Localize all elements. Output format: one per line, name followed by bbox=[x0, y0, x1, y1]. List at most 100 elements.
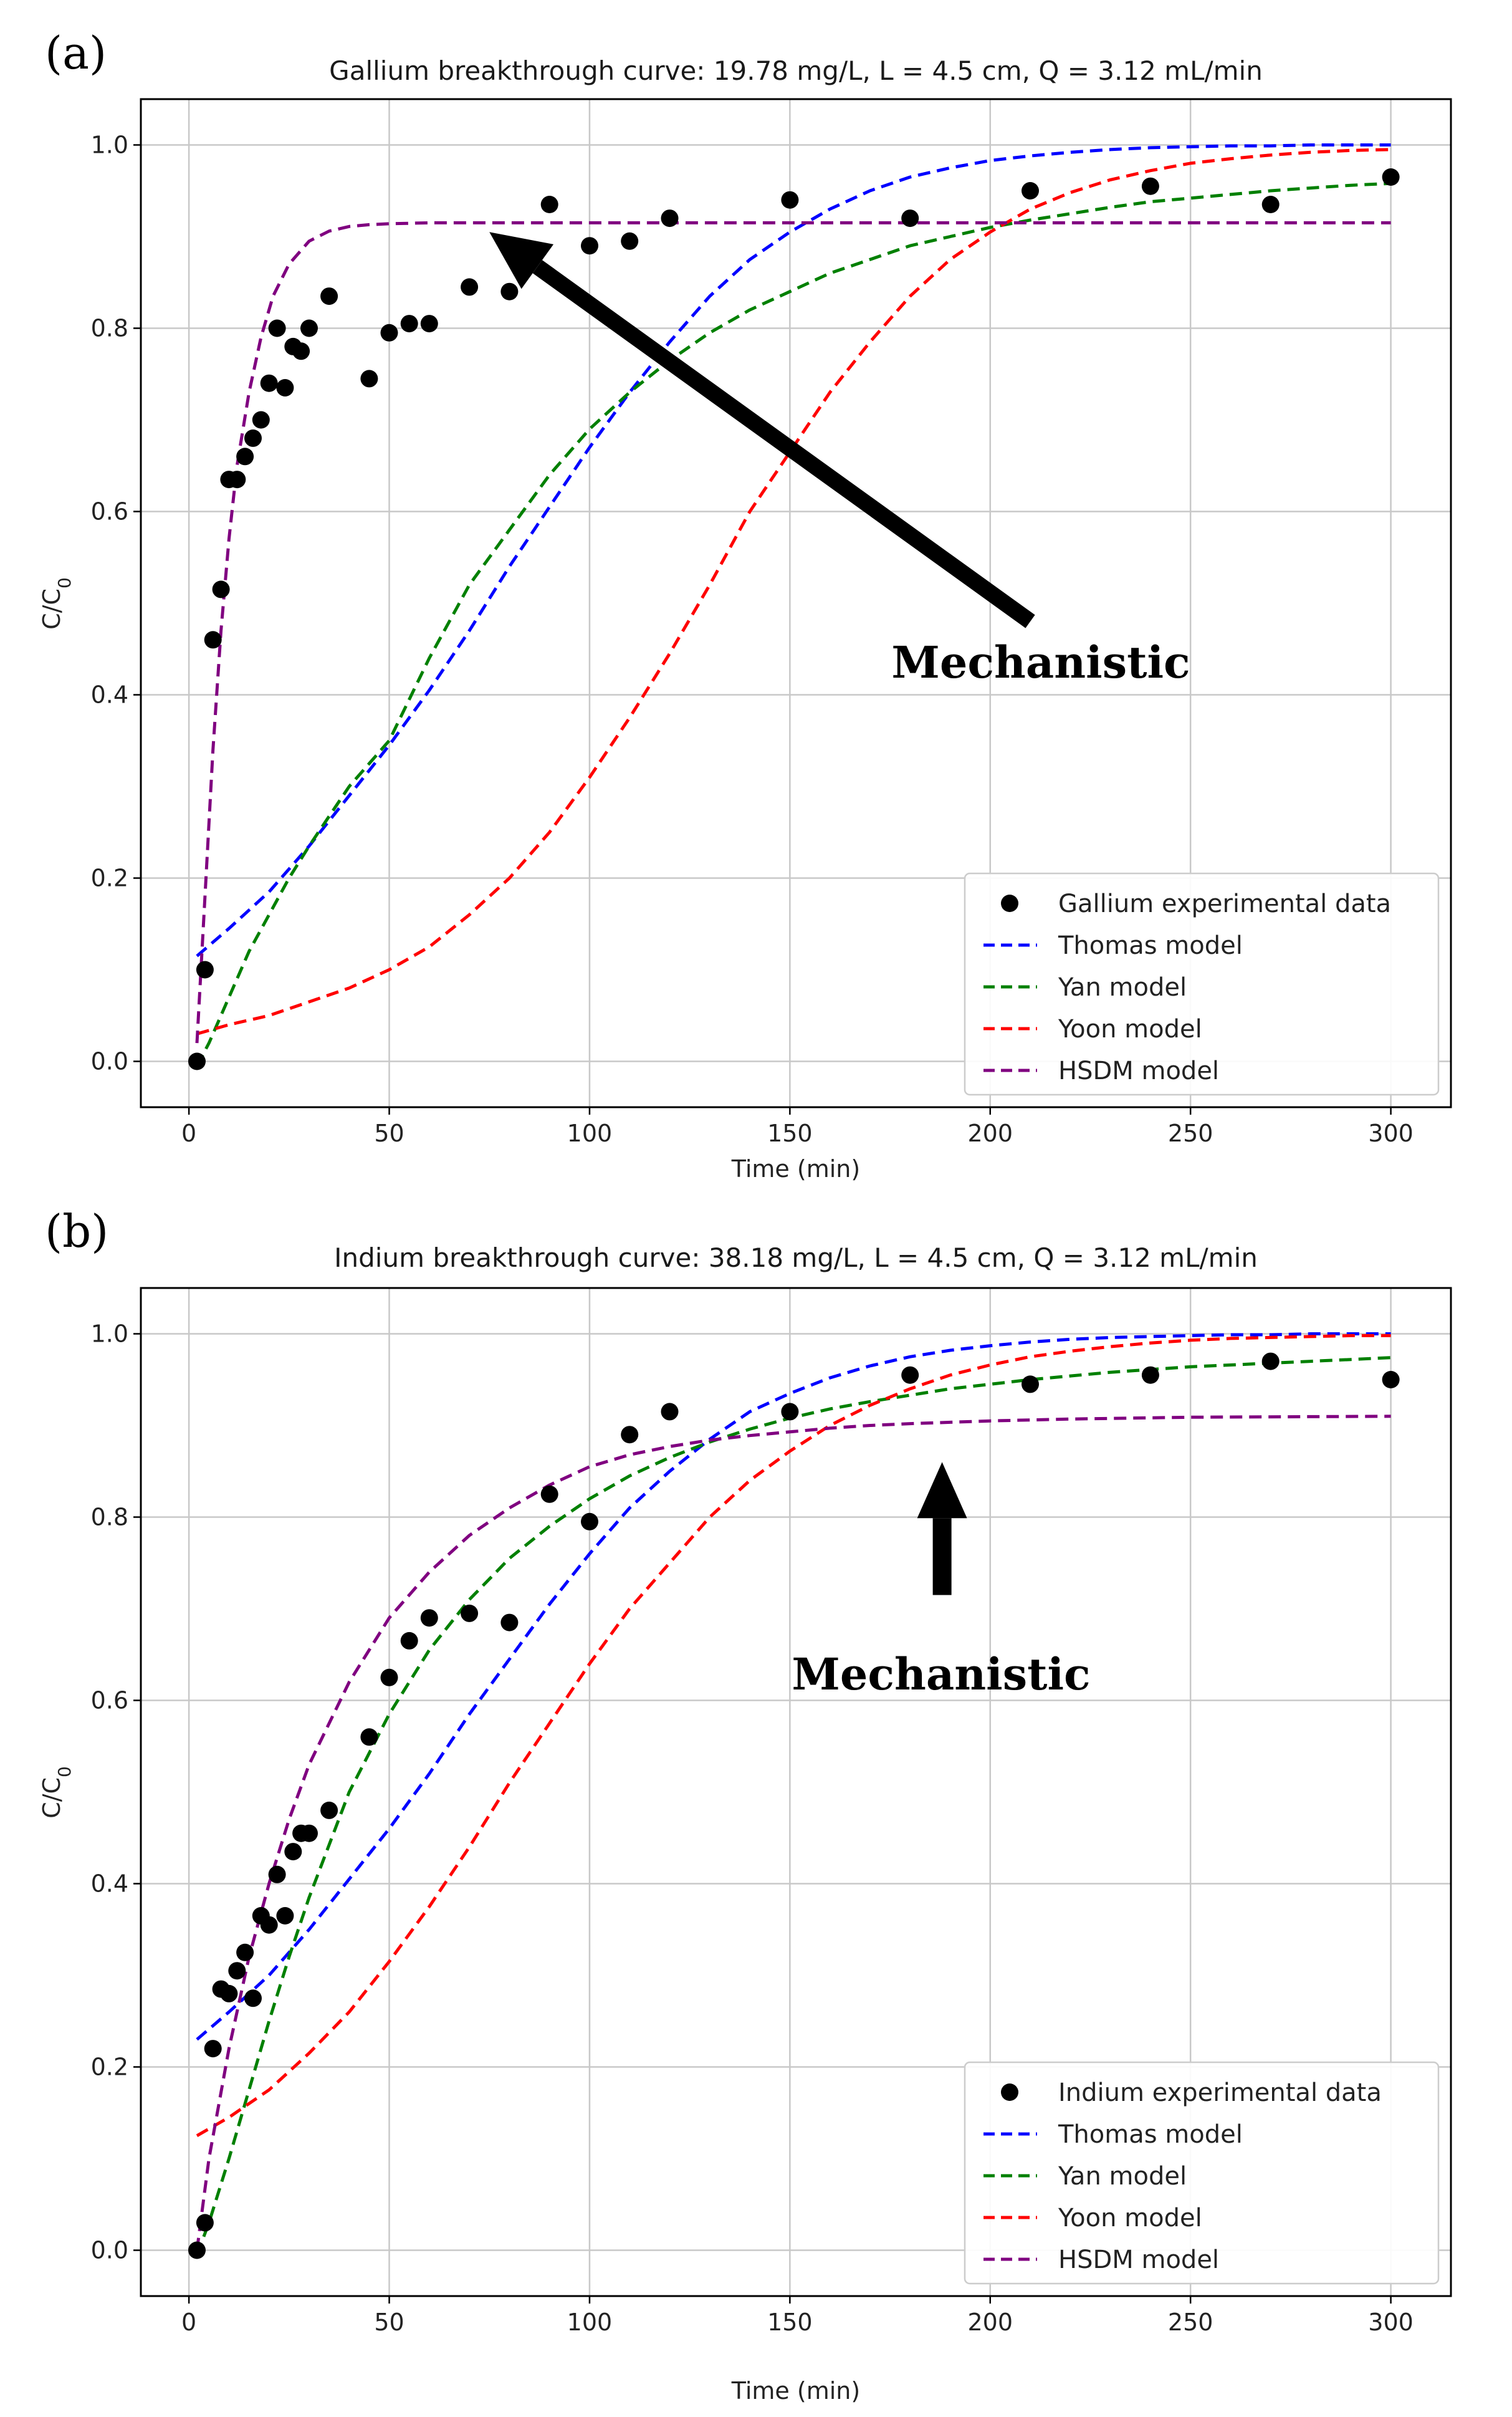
x-tick-label: 150 bbox=[767, 1120, 813, 1147]
experimental-data-point bbox=[1382, 168, 1400, 186]
experimental-data-point bbox=[228, 471, 246, 489]
annotation-label: Mechanistic bbox=[891, 637, 1190, 688]
experimental-data-point bbox=[236, 448, 254, 466]
experimental-data-point bbox=[244, 429, 262, 447]
experimental-data-point bbox=[500, 282, 519, 300]
thomas-model-line bbox=[196, 143, 1391, 958]
experimental-data-point bbox=[380, 1668, 398, 1686]
panel-b-chart: (b) Indium breakthrough curve: 38.18 mg/… bbox=[38, 1205, 1452, 2405]
y-tick-label: 0.8 bbox=[91, 1504, 128, 1531]
panel-a-label: (a) bbox=[45, 27, 107, 79]
experimental-data-point bbox=[661, 209, 679, 228]
experimental-data-point bbox=[268, 1865, 286, 1883]
experimental-data-point bbox=[244, 1989, 262, 2007]
y-tick-label: 0.4 bbox=[91, 681, 128, 709]
experimental-data-point bbox=[360, 370, 378, 388]
chart-title: Gallium breakthrough curve: 19.78 mg/L, … bbox=[329, 55, 1263, 86]
experimental-data-point bbox=[220, 1984, 238, 2002]
experimental-data-point bbox=[420, 1609, 438, 1627]
legend-label: Yoon model bbox=[1058, 1015, 1202, 1044]
panel-b-label: (b) bbox=[45, 1205, 108, 1257]
annotation-arrow-head bbox=[489, 232, 554, 289]
experimental-data-point bbox=[661, 1403, 679, 1421]
x-tick-label: 250 bbox=[1168, 1120, 1213, 1147]
legend-label: Yan model bbox=[1058, 2162, 1187, 2191]
experimental-data-point bbox=[236, 1943, 254, 1961]
experimental-data-point bbox=[204, 631, 222, 649]
experimental-data-point bbox=[300, 319, 318, 337]
x-tick-label: 200 bbox=[967, 1120, 1013, 1147]
experimental-data-point bbox=[360, 1728, 378, 1746]
legend-label: Thomas model bbox=[1058, 931, 1243, 960]
legend-label: Thomas model bbox=[1058, 2120, 1243, 2149]
y-tick-label: 0.0 bbox=[91, 1048, 128, 1075]
hsdm-model-line bbox=[195, 1415, 1391, 2251]
y-tick-label: 1.0 bbox=[91, 132, 128, 159]
experimental-data-point bbox=[1261, 196, 1280, 213]
experimental-data-point bbox=[380, 324, 398, 342]
y-axis-label: C/C0 bbox=[38, 577, 75, 630]
y-tick-label: 0.4 bbox=[91, 1870, 128, 1898]
experimental-data-point bbox=[320, 1801, 338, 1819]
mechanistic-annotation: Mechanistic bbox=[489, 232, 1190, 688]
experimental-data-point bbox=[276, 1907, 294, 1924]
experimental-data-point bbox=[1141, 177, 1159, 195]
experimental-data-point bbox=[268, 319, 286, 337]
legend: Indium experimental data Thomas model Yan … bbox=[964, 2061, 1440, 2285]
legend-frame bbox=[964, 2061, 1440, 2285]
x-tick-label: 150 bbox=[767, 2309, 813, 2336]
legend-marker-experimental bbox=[1001, 895, 1018, 912]
x-tick-label: 300 bbox=[1368, 2309, 1414, 2336]
x-tick-label: 100 bbox=[567, 1120, 613, 1147]
experimental-data-point bbox=[581, 237, 598, 255]
experimental-data-point bbox=[292, 342, 310, 360]
legend-label: HSDM model bbox=[1058, 1057, 1219, 1085]
experimental-data-point bbox=[540, 1485, 558, 1503]
annotation-arrow-shaft bbox=[532, 260, 1035, 628]
mechanistic-annotation: Mechanistic bbox=[792, 1462, 1091, 1700]
legend-frame bbox=[964, 872, 1440, 1096]
x-axis-label: Time (min) bbox=[731, 2377, 860, 2405]
experimental-data-point bbox=[196, 961, 214, 979]
legend-label: Gallium experimental data bbox=[1058, 890, 1391, 918]
legend-label: Yan model bbox=[1058, 973, 1187, 1002]
x-tick-label: 0 bbox=[181, 2309, 196, 2336]
experimental-data-point bbox=[400, 1631, 418, 1650]
y-tick-label: 1.0 bbox=[91, 1320, 128, 1348]
x-tick-label: 50 bbox=[374, 1120, 404, 1147]
x-axis-label: Time (min) bbox=[731, 1155, 860, 1183]
yan-model-line bbox=[195, 181, 1391, 1067]
experimental-data-point bbox=[1382, 1371, 1400, 1388]
experimental-data-point bbox=[461, 1604, 479, 1622]
experimental-data-point bbox=[540, 196, 558, 213]
experimental-data-point bbox=[901, 209, 919, 228]
legend-marker-experimental bbox=[1001, 2083, 1018, 2101]
experimental-data-point bbox=[188, 2241, 206, 2259]
legend-label: Indium experimental data bbox=[1058, 2078, 1382, 2107]
y-tick-label: 0.2 bbox=[91, 2054, 128, 2081]
x-tick-label: 250 bbox=[1168, 2309, 1213, 2336]
experimental-data-point bbox=[621, 232, 639, 250]
y-tick-label: 0.6 bbox=[91, 1687, 128, 1714]
x-tick-label: 300 bbox=[1368, 1120, 1414, 1147]
annotation-label: Mechanistic bbox=[792, 1648, 1090, 1700]
experimental-data-point bbox=[284, 1843, 302, 1861]
experimental-data-point bbox=[461, 278, 479, 296]
x-tick-label: 50 bbox=[374, 2309, 404, 2336]
experimental-data-point bbox=[228, 1962, 246, 1980]
experimental-data-point bbox=[260, 374, 278, 392]
chart-title: Indium breakthrough curve: 38.18 mg/L, L… bbox=[334, 1242, 1258, 1273]
experimental-data-point bbox=[188, 1052, 206, 1070]
experimental-data-point bbox=[901, 1366, 919, 1384]
plot-frame bbox=[140, 98, 1452, 1108]
experimental-data-point bbox=[196, 2214, 214, 2232]
experimental-data-point bbox=[420, 315, 438, 333]
hsdm-model-line bbox=[195, 221, 1391, 1044]
experimental-data-point bbox=[400, 315, 418, 333]
y-tick-label: 0.0 bbox=[91, 2237, 128, 2264]
y-tick-label: 0.6 bbox=[91, 498, 128, 526]
yan-model-line bbox=[195, 1356, 1391, 2256]
experimental-data-point bbox=[621, 1426, 639, 1444]
yoon-model-line bbox=[196, 148, 1391, 1036]
experimental-data-point bbox=[260, 1916, 278, 1934]
